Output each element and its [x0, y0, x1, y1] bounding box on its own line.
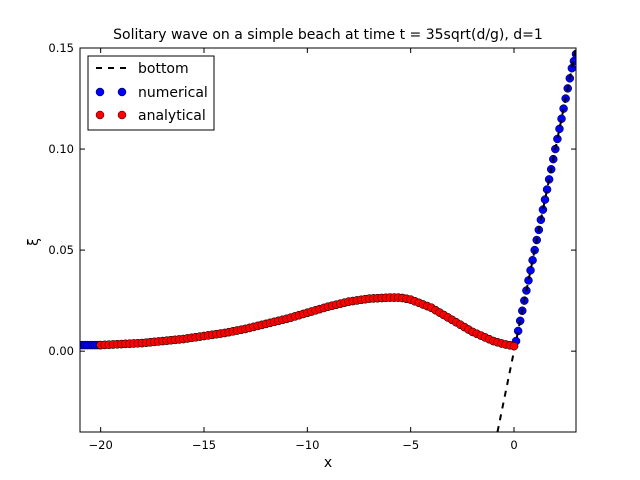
y-tick-label: 0.05 [48, 243, 74, 257]
y-tick-label: 0.15 [48, 41, 74, 55]
legend-label-numerical: numerical [138, 85, 208, 101]
legend-label-bottom: bottom [138, 61, 189, 77]
legend-swatch-analytical [95, 110, 105, 120]
y-axis-label: ξ [26, 238, 42, 246]
analytical-point [509, 341, 519, 351]
x-tick-label: −10 [295, 438, 319, 452]
series-bottom-line [496, 48, 576, 432]
x-axis-label: x [324, 455, 332, 471]
legend-swatch-numerical [95, 87, 105, 97]
legend-swatch-numerical [117, 87, 127, 97]
x-tick-label: −20 [89, 438, 113, 452]
y-tick-label: 0.10 [48, 142, 74, 156]
chart-marks [80, 48, 576, 432]
legend: bottom numerical analytical [87, 55, 215, 131]
legend-swatch-analytical [117, 110, 127, 120]
chart-title: Solitary wave on a simple beach at time … [113, 27, 543, 43]
y-tick-label: 0.00 [48, 344, 74, 358]
numerical-point [569, 56, 576, 66]
x-tick-label: 0 [510, 438, 517, 452]
numerical-point [540, 195, 550, 204]
series-analytical [96, 293, 519, 351]
axes: −20 −15 −10 −5 0 0.00 0.05 0.10 0.15 [48, 41, 577, 452]
numerical-point [526, 266, 535, 275]
legend-label-analytical: analytical [138, 108, 206, 124]
x-tick-label: −5 [402, 438, 419, 452]
plot-frame [79, 47, 577, 433]
x-tick-label: −15 [192, 438, 216, 452]
